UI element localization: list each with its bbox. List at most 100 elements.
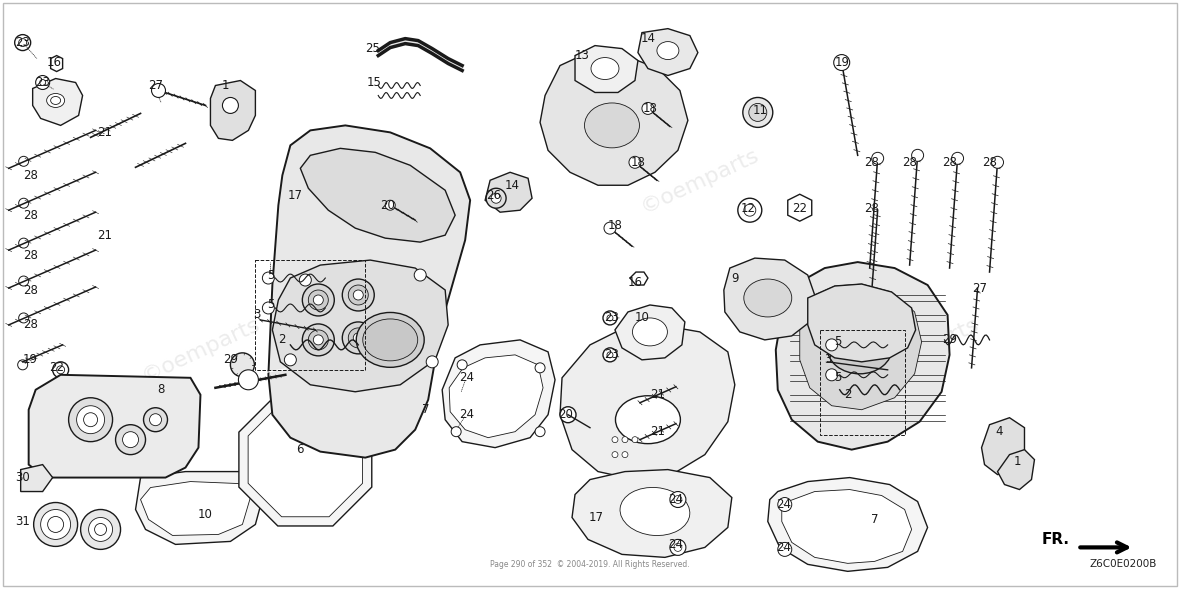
Text: 1: 1 [1014, 455, 1021, 468]
Polygon shape [268, 125, 470, 458]
Circle shape [749, 104, 767, 121]
Circle shape [40, 80, 46, 85]
Text: 18: 18 [630, 156, 645, 169]
Circle shape [238, 370, 258, 390]
Circle shape [743, 204, 756, 216]
Circle shape [88, 518, 112, 541]
Circle shape [47, 517, 64, 532]
Text: 23: 23 [35, 76, 50, 89]
Polygon shape [21, 465, 53, 492]
Circle shape [560, 407, 576, 423]
Text: 4: 4 [996, 425, 1003, 438]
Text: 28: 28 [24, 249, 38, 262]
Circle shape [535, 426, 545, 436]
Polygon shape [572, 469, 732, 557]
Circle shape [308, 330, 328, 350]
Circle shape [284, 354, 296, 366]
Polygon shape [615, 305, 684, 360]
Circle shape [674, 544, 682, 551]
Circle shape [457, 360, 467, 370]
Polygon shape [450, 355, 543, 438]
Circle shape [622, 452, 628, 458]
Circle shape [144, 408, 168, 432]
Polygon shape [800, 284, 922, 410]
Polygon shape [485, 173, 532, 212]
Polygon shape [630, 272, 648, 285]
Circle shape [607, 352, 612, 358]
Text: 29: 29 [942, 333, 957, 346]
Text: 14: 14 [505, 178, 519, 192]
Text: 24: 24 [776, 541, 792, 554]
Text: 12: 12 [740, 201, 755, 215]
Text: 16: 16 [628, 276, 642, 289]
Circle shape [19, 313, 28, 323]
Circle shape [603, 348, 617, 362]
Text: 28: 28 [864, 201, 879, 215]
Polygon shape [982, 418, 1024, 475]
Circle shape [14, 35, 31, 51]
Text: 26: 26 [486, 188, 502, 202]
Circle shape [262, 302, 275, 314]
Circle shape [116, 425, 145, 455]
Text: 28: 28 [24, 209, 38, 221]
Polygon shape [442, 340, 555, 448]
Polygon shape [560, 325, 735, 479]
Text: 17: 17 [288, 188, 303, 202]
Ellipse shape [356, 312, 424, 368]
Polygon shape [775, 262, 950, 449]
Text: 21: 21 [97, 229, 112, 241]
Circle shape [603, 311, 617, 325]
Polygon shape [238, 393, 372, 526]
Text: 14: 14 [641, 32, 655, 45]
Bar [255, 260, 366, 370]
Polygon shape [788, 194, 812, 221]
Polygon shape [210, 81, 255, 140]
Text: 11: 11 [753, 104, 767, 117]
Circle shape [951, 153, 964, 164]
Polygon shape [51, 55, 63, 71]
Circle shape [743, 97, 773, 127]
Text: 28: 28 [903, 156, 917, 169]
Text: 5: 5 [834, 335, 841, 348]
Circle shape [57, 366, 65, 374]
Circle shape [84, 413, 98, 426]
Text: 24: 24 [459, 408, 473, 421]
Circle shape [826, 339, 838, 351]
Circle shape [674, 495, 682, 504]
Text: 15: 15 [367, 76, 381, 89]
Text: 24: 24 [776, 498, 792, 511]
Ellipse shape [362, 319, 418, 361]
Polygon shape [136, 472, 266, 544]
Circle shape [302, 284, 334, 316]
Text: 19: 19 [24, 353, 38, 366]
Circle shape [94, 524, 106, 535]
Polygon shape [33, 78, 83, 125]
Polygon shape [301, 148, 455, 242]
Polygon shape [248, 402, 362, 517]
Text: 1: 1 [222, 79, 229, 92]
Circle shape [314, 295, 323, 305]
Text: 3: 3 [253, 309, 260, 322]
Circle shape [612, 452, 618, 458]
Ellipse shape [632, 318, 668, 346]
Circle shape [348, 328, 368, 348]
Ellipse shape [616, 396, 681, 444]
Circle shape [19, 156, 28, 166]
Text: 21: 21 [97, 126, 112, 139]
Text: Page 290 of 352  © 2004-2019. All Rights Reserved.: Page 290 of 352 © 2004-2019. All Rights … [490, 560, 690, 570]
Polygon shape [808, 284, 916, 362]
Text: 10: 10 [198, 508, 212, 521]
Text: 28: 28 [24, 319, 38, 332]
Circle shape [632, 436, 638, 443]
Circle shape [19, 198, 28, 208]
Text: 7: 7 [422, 403, 430, 416]
Text: 5: 5 [267, 269, 274, 282]
Ellipse shape [657, 42, 678, 59]
Circle shape [414, 269, 426, 281]
Text: 2: 2 [844, 388, 852, 401]
Circle shape [670, 540, 686, 555]
Text: 20: 20 [380, 198, 394, 211]
Ellipse shape [584, 103, 640, 148]
Circle shape [486, 188, 506, 208]
Circle shape [262, 272, 275, 284]
